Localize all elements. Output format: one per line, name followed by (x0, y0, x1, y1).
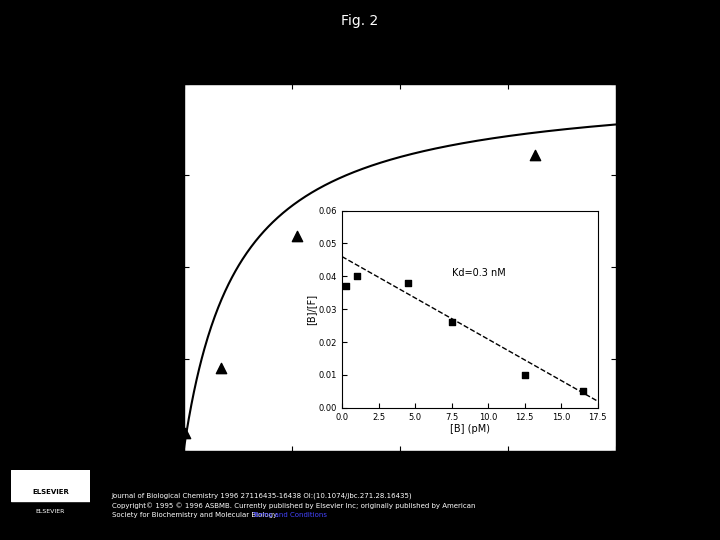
Point (351, 272, 362, 281)
X-axis label: [B] (pM): [B] (pM) (450, 424, 490, 434)
Point (216, 364, 228, 373)
Point (446, 318, 457, 327)
Text: Fig. 2: Fig. 2 (341, 14, 379, 28)
Text: Copyright© 1995 © 1996 ASBMB. Currently published by Elsevier Inc; originally pu: Copyright© 1995 © 1996 ASBMB. Currently … (112, 502, 475, 509)
Text: Kd=0.3 nM: Kd=0.3 nM (451, 268, 505, 278)
Point (179, 428, 190, 437)
Point (519, 370, 531, 379)
X-axis label: [125]-I  PYY (pM): [125]-I PYY (pM) (336, 476, 464, 491)
Point (528, 151, 540, 160)
Text: Society for Biochemistry and Molecular Biology.: Society for Biochemistry and Molecular B… (112, 512, 278, 518)
Text: ELSEVIER: ELSEVIER (36, 509, 65, 514)
Y-axis label: Specific [125]-I PYY
Bound (pM): Specific [125]-I PYY Bound (pM) (122, 200, 156, 334)
Text: Journal of Biological Chemistry 1996 27116435-16438 Ol:(10.1074/jbc.271.28.16435: Journal of Biological Chemistry 1996 271… (112, 492, 413, 499)
Point (402, 279, 413, 287)
Bar (11, 470, 90, 501)
Text: Terms and Conditions: Terms and Conditions (252, 512, 327, 518)
Point (291, 232, 303, 240)
Point (341, 282, 352, 291)
Text: ELSEVIER: ELSEVIER (32, 489, 69, 495)
Y-axis label: [B]/[F]: [B]/[F] (306, 294, 316, 325)
Point (577, 387, 589, 396)
